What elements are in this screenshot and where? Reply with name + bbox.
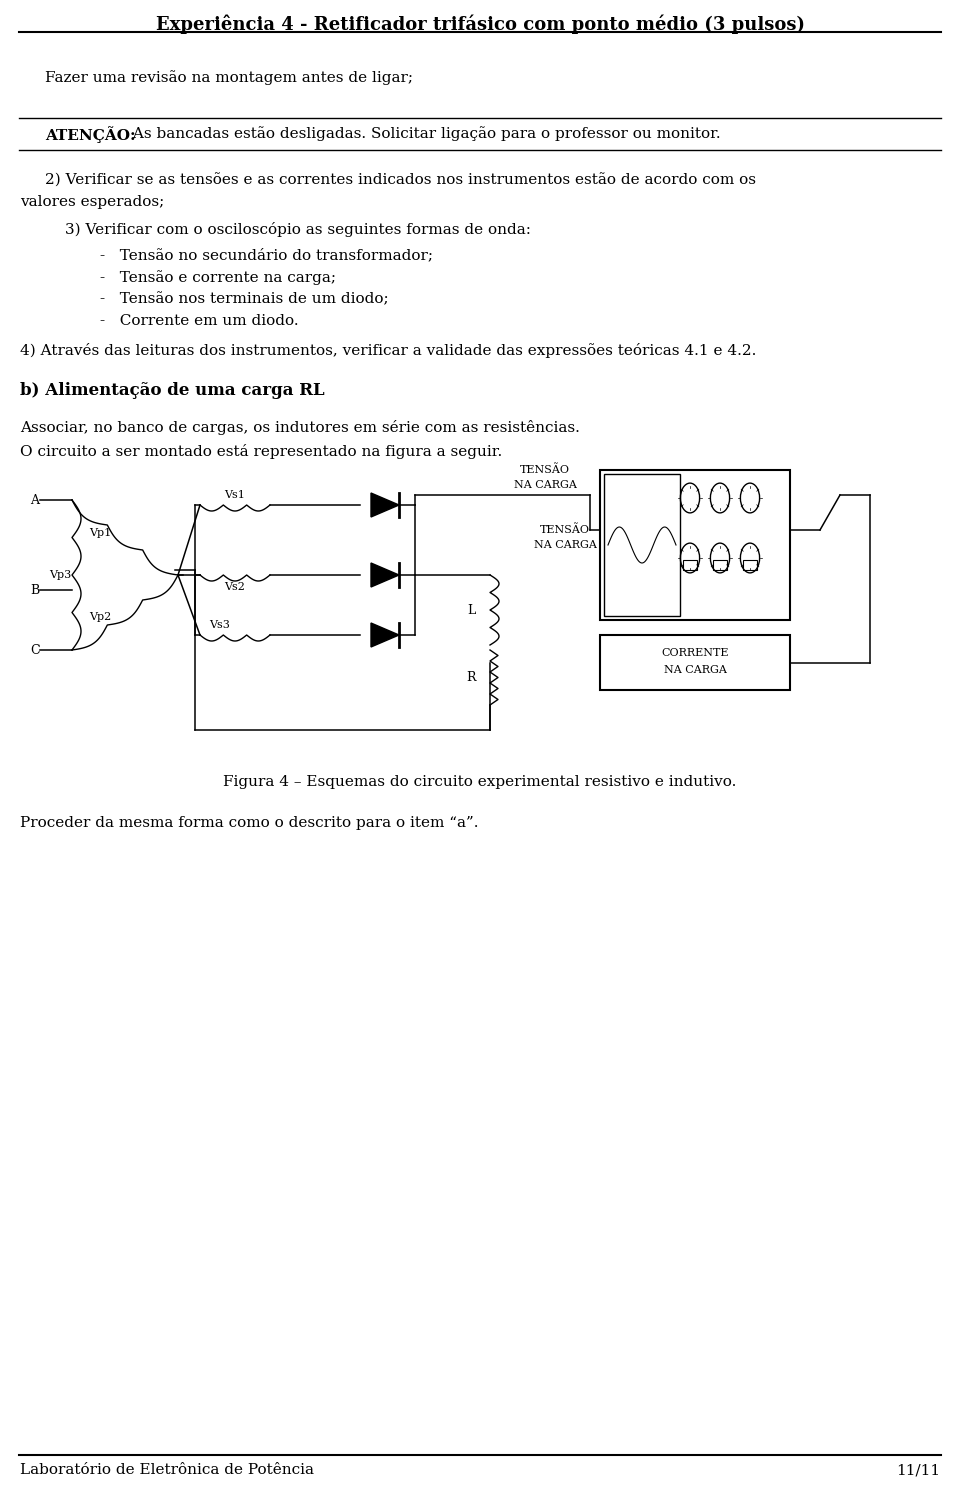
Text: Vp2: Vp2 [89,612,111,622]
Text: -   Tensão nos terminais de um diodo;: - Tensão nos terminais de um diodo; [100,292,389,307]
Text: -   Corrente em um diodo.: - Corrente em um diodo. [100,314,299,328]
Text: Associar, no banco de cargas, os indutores em série com as resistências.: Associar, no banco de cargas, os indutor… [20,420,580,435]
Text: NA CARGA: NA CARGA [534,541,596,549]
Text: 4) Através das leituras dos instrumentos, verificar a validade das expressões te: 4) Através das leituras dos instrumentos… [20,342,756,357]
Text: Vs3: Vs3 [209,619,230,630]
Text: Vp3: Vp3 [49,570,71,581]
Text: -   Tensão e corrente na carga;: - Tensão e corrente na carga; [100,270,336,284]
Text: L: L [468,603,476,616]
Text: TENSÃO: TENSÃO [540,524,590,536]
Text: ATENÇÃO:: ATENÇÃO: [45,127,135,143]
Text: Laboratório de Eletrônica de Potência: Laboratório de Eletrônica de Potência [20,1464,314,1477]
Text: valores esperados;: valores esperados; [20,195,164,208]
Text: Fazer uma revisão na montagem antes de ligar;: Fazer uma revisão na montagem antes de l… [45,70,413,85]
Text: 11/11: 11/11 [896,1464,940,1477]
Text: R: R [467,672,476,683]
Text: C: C [30,643,39,657]
Text: b) Alimentação de uma carga RL: b) Alimentação de uma carga RL [20,383,324,399]
Text: CORRENTE: CORRENTE [661,648,729,658]
Text: A: A [30,493,39,506]
Text: 3) Verificar com o osciloscópio as seguintes formas de onda:: 3) Verificar com o osciloscópio as segui… [65,222,531,237]
Text: Experiência 4 - Retificador trifásico com ponto médio (3 pulsos): Experiência 4 - Retificador trifásico co… [156,13,804,33]
Text: Vs1: Vs1 [225,490,246,500]
Polygon shape [371,563,399,587]
Text: 2) Verificar se as tensões e as correntes indicados nos instrumentos estão de ac: 2) Verificar se as tensões e as corrente… [45,173,756,188]
Text: TENSÃO: TENSÃO [520,465,570,475]
Polygon shape [371,622,399,648]
Text: -   Tensão no secundário do transformador;: - Tensão no secundário do transformador; [100,249,433,262]
Text: As bancadas estão desligadas. Solicitar ligação para o professor ou monitor.: As bancadas estão desligadas. Solicitar … [128,127,721,141]
Text: Proceder da mesma forma como o descrito para o item “a”.: Proceder da mesma forma como o descrito … [20,816,478,829]
Text: Vs2: Vs2 [225,582,246,593]
Text: O circuito a ser montado está representado na figura a seguir.: O circuito a ser montado está representa… [20,444,502,459]
Text: NA CARGA: NA CARGA [663,666,727,675]
Text: NA CARGA: NA CARGA [514,479,576,490]
Text: B: B [30,584,39,597]
Polygon shape [371,493,399,517]
Text: Figura 4 – Esquemas do circuito experimental resistivo e indutivo.: Figura 4 – Esquemas do circuito experime… [224,774,736,789]
Text: Vp1: Vp1 [89,527,111,538]
